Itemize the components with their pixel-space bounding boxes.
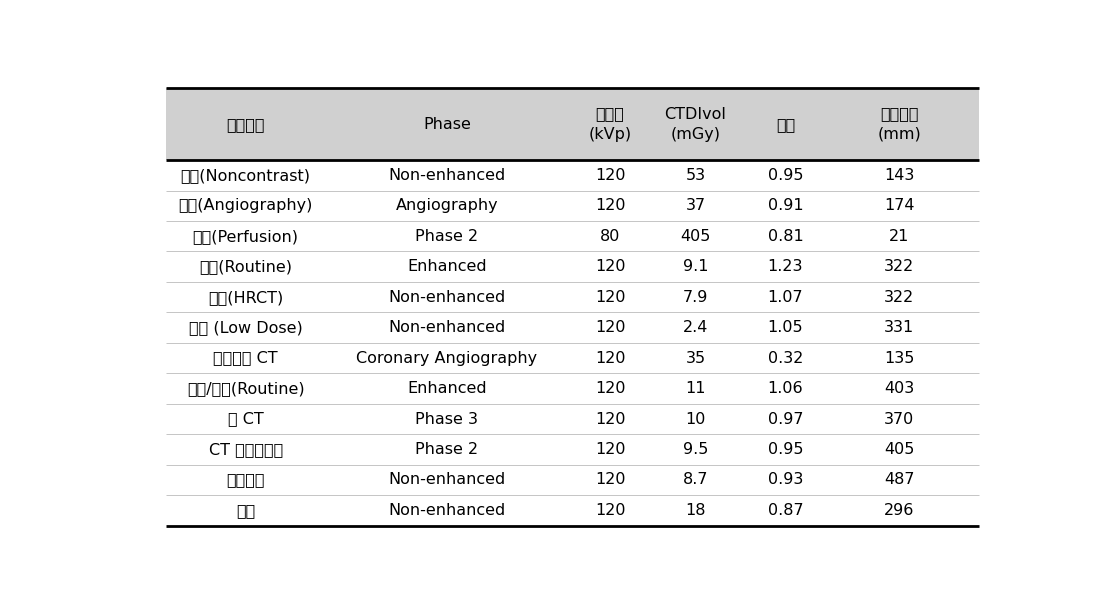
Text: 0.91: 0.91 xyxy=(767,198,803,213)
Text: Enhanced: Enhanced xyxy=(407,381,487,396)
Text: 120: 120 xyxy=(595,350,626,365)
Text: 2.4: 2.4 xyxy=(682,320,708,335)
Text: 0.32: 0.32 xyxy=(767,350,803,365)
Text: 18: 18 xyxy=(685,503,706,518)
Text: 35: 35 xyxy=(686,350,706,365)
Text: 두부(Noncontrast): 두부(Noncontrast) xyxy=(181,168,311,183)
Text: 135: 135 xyxy=(884,350,915,365)
Text: 요로결석: 요로결석 xyxy=(227,472,265,487)
Text: 331: 331 xyxy=(885,320,915,335)
Text: 120: 120 xyxy=(595,442,626,457)
Text: Non-enhanced: Non-enhanced xyxy=(389,472,506,487)
Text: 11: 11 xyxy=(685,381,706,396)
Text: 두부(Angiography): 두부(Angiography) xyxy=(179,198,313,213)
Text: 21: 21 xyxy=(889,229,909,244)
Text: 322: 322 xyxy=(885,290,915,305)
Text: 피치: 피치 xyxy=(776,117,795,132)
Text: 0.87: 0.87 xyxy=(767,503,803,518)
Text: 1.05: 1.05 xyxy=(767,320,803,335)
Text: 120: 120 xyxy=(595,412,626,427)
Text: 80: 80 xyxy=(600,229,620,244)
Text: 9.5: 9.5 xyxy=(682,442,708,457)
Text: 120: 120 xyxy=(595,198,626,213)
Text: 관전압: 관전압 xyxy=(595,106,624,121)
Text: 흉부(Routine): 흉부(Routine) xyxy=(199,259,293,274)
Text: 요추: 요추 xyxy=(236,503,256,518)
Text: Phase: Phase xyxy=(423,117,471,132)
Text: 7.9: 7.9 xyxy=(682,290,708,305)
Text: 120: 120 xyxy=(595,259,626,274)
Text: 322: 322 xyxy=(885,259,915,274)
Text: 8.7: 8.7 xyxy=(682,472,708,487)
Text: 120: 120 xyxy=(595,320,626,335)
Text: 복부/골반(Routine): 복부/골반(Routine) xyxy=(187,381,305,396)
Text: 0.95: 0.95 xyxy=(767,168,803,183)
Text: CTDIvol: CTDIvol xyxy=(665,106,726,121)
Text: 403: 403 xyxy=(885,381,915,396)
Text: 1.07: 1.07 xyxy=(767,290,803,305)
Text: 120: 120 xyxy=(595,168,626,183)
Text: 370: 370 xyxy=(885,412,915,427)
Text: Angiography: Angiography xyxy=(395,198,498,213)
Text: 관상동맥 CT: 관상동맥 CT xyxy=(213,350,278,365)
Text: Non-enhanced: Non-enhanced xyxy=(389,503,506,518)
Text: Non-enhanced: Non-enhanced xyxy=(389,168,506,183)
Text: 120: 120 xyxy=(595,503,626,518)
Text: 487: 487 xyxy=(884,472,915,487)
Text: 120: 120 xyxy=(595,381,626,396)
Text: 174: 174 xyxy=(884,198,915,213)
Text: 296: 296 xyxy=(884,503,915,518)
Text: Non-enhanced: Non-enhanced xyxy=(389,320,506,335)
Text: 0.95: 0.95 xyxy=(767,442,803,457)
Text: 흉부 (Low Dose): 흉부 (Low Dose) xyxy=(189,320,303,335)
Text: 120: 120 xyxy=(595,290,626,305)
Text: Phase 2: Phase 2 xyxy=(416,229,478,244)
Text: Non-enhanced: Non-enhanced xyxy=(389,290,506,305)
Text: 9.1: 9.1 xyxy=(682,259,708,274)
Text: 143: 143 xyxy=(884,168,915,183)
Text: 간 CT: 간 CT xyxy=(228,412,264,427)
Text: 0.97: 0.97 xyxy=(767,412,803,427)
Text: 53: 53 xyxy=(686,168,706,183)
Text: (kVp): (kVp) xyxy=(589,127,632,142)
Text: 두부(Perfusion): 두부(Perfusion) xyxy=(192,229,298,244)
Text: 37: 37 xyxy=(686,198,706,213)
Text: 405: 405 xyxy=(884,442,915,457)
Text: CT 요로조영술: CT 요로조영술 xyxy=(209,442,283,457)
Text: Phase 2: Phase 2 xyxy=(416,442,478,457)
Text: (mGy): (mGy) xyxy=(670,127,720,142)
Bar xyxy=(165,88,980,160)
Text: 0.93: 0.93 xyxy=(767,472,803,487)
Text: (mm): (mm) xyxy=(877,127,922,142)
Text: 120: 120 xyxy=(595,472,626,487)
Text: 1.06: 1.06 xyxy=(767,381,803,396)
Text: 1.23: 1.23 xyxy=(767,259,803,274)
Text: 스캔길이: 스캔길이 xyxy=(880,106,918,121)
Text: 흉부(HRCT): 흉부(HRCT) xyxy=(208,290,284,305)
Text: 405: 405 xyxy=(680,229,710,244)
Text: 검사종류: 검사종류 xyxy=(227,117,265,132)
Text: Enhanced: Enhanced xyxy=(407,259,487,274)
Text: Phase 3: Phase 3 xyxy=(416,412,478,427)
Text: 10: 10 xyxy=(685,412,706,427)
Text: Coronary Angiography: Coronary Angiography xyxy=(356,350,537,365)
Text: 0.81: 0.81 xyxy=(767,229,803,244)
